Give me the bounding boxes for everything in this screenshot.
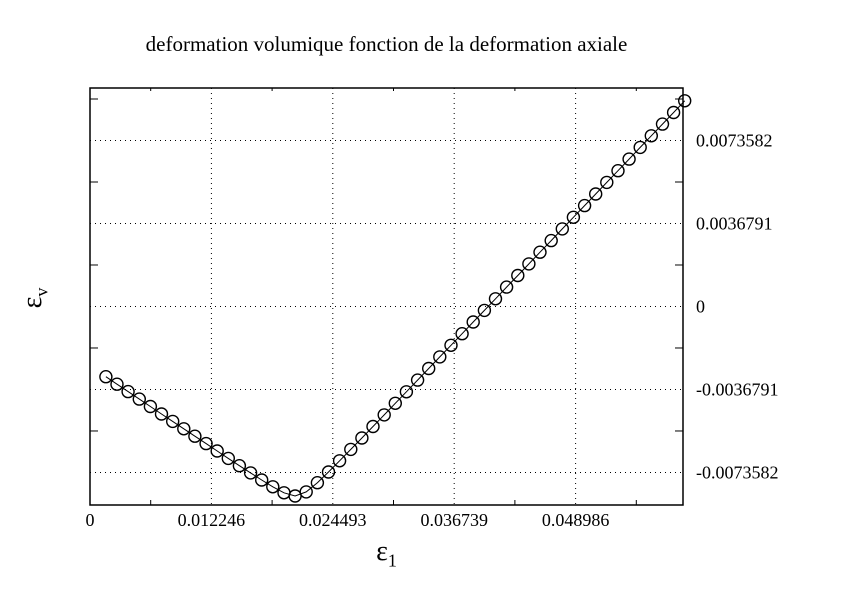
y-tick-label: 0.0073582 [696,130,773,150]
data-point-marker [678,94,692,108]
data-point-marker [577,198,592,213]
data-point-marker [611,163,625,178]
data-point-marker [243,466,258,480]
x-tick-label: 0 [86,510,95,530]
data-point-marker [600,175,614,190]
data-point-marker [455,327,469,341]
data-point-marker [466,315,480,329]
y-axis-label-base: ε [17,296,48,309]
data-point-marker [410,373,425,387]
x-axis-label: ε1 [90,536,683,571]
data-point-marker [488,292,503,306]
data-point-marker [177,422,191,436]
data-point-marker [199,436,213,451]
x-tick-label: 0.012246 [178,510,246,530]
data-point-marker [388,396,402,410]
data-point-marker [232,459,247,473]
data-point-marker [165,414,180,429]
x-tick-label: 0.048986 [542,510,610,530]
data-point-marker [132,392,147,406]
data-point-marker [511,268,525,283]
data-point-marker [655,117,670,131]
data-point-marker [299,485,313,499]
data-point-marker [344,442,358,457]
data-point-marker [121,384,135,399]
data-point-marker [143,399,158,414]
data-point-marker [566,210,581,225]
data-point-marker [366,419,380,434]
data-point-marker [622,152,636,166]
data-point-marker [221,451,236,466]
data-point-marker [499,280,514,294]
data-point-marker [355,431,369,445]
y-tick-label: 0.0036791 [696,213,773,233]
chart-title: deformation volumique fonction de la def… [145,32,628,56]
data-point-marker [99,370,113,384]
data-point-marker [154,407,169,421]
data-point-marker [310,476,325,490]
data-point-marker [422,361,436,376]
data-point-marker [544,233,558,248]
data-point-marker [666,105,681,120]
data-point-marker [377,408,391,422]
x-tick-label: 0.036739 [420,510,488,530]
data-point-marker [644,129,658,143]
x-axis-label-sub: 1 [387,550,397,571]
plot-border [89,87,684,506]
data-point-marker [188,429,202,443]
data-point-marker [633,140,647,155]
y-tick-label: -0.0036791 [696,379,779,399]
x-axis-label-base: ε [376,536,388,567]
x-tick-label: 0.024493 [299,510,367,530]
data-point-marker [399,385,414,399]
data-point-marker [210,444,224,458]
y-axis-label-sub: v [31,287,52,297]
data-point-marker [477,303,492,318]
data-point-marker [332,454,347,468]
data-point-marker [255,473,269,487]
data-point-marker [321,465,336,479]
y-axis-label: εv [17,263,52,333]
data-point-marker [444,338,458,352]
series-line [105,100,686,497]
data-point-marker [110,377,124,391]
data-point-marker [555,222,569,236]
data-point-marker [533,245,547,259]
data-point-marker [433,350,447,364]
data-point-marker [589,187,603,201]
data-point-marker [266,480,280,494]
y-tick-label: 0 [696,296,705,316]
data-point-marker [522,257,536,271]
y-tick-label: -0.0073582 [696,462,779,482]
